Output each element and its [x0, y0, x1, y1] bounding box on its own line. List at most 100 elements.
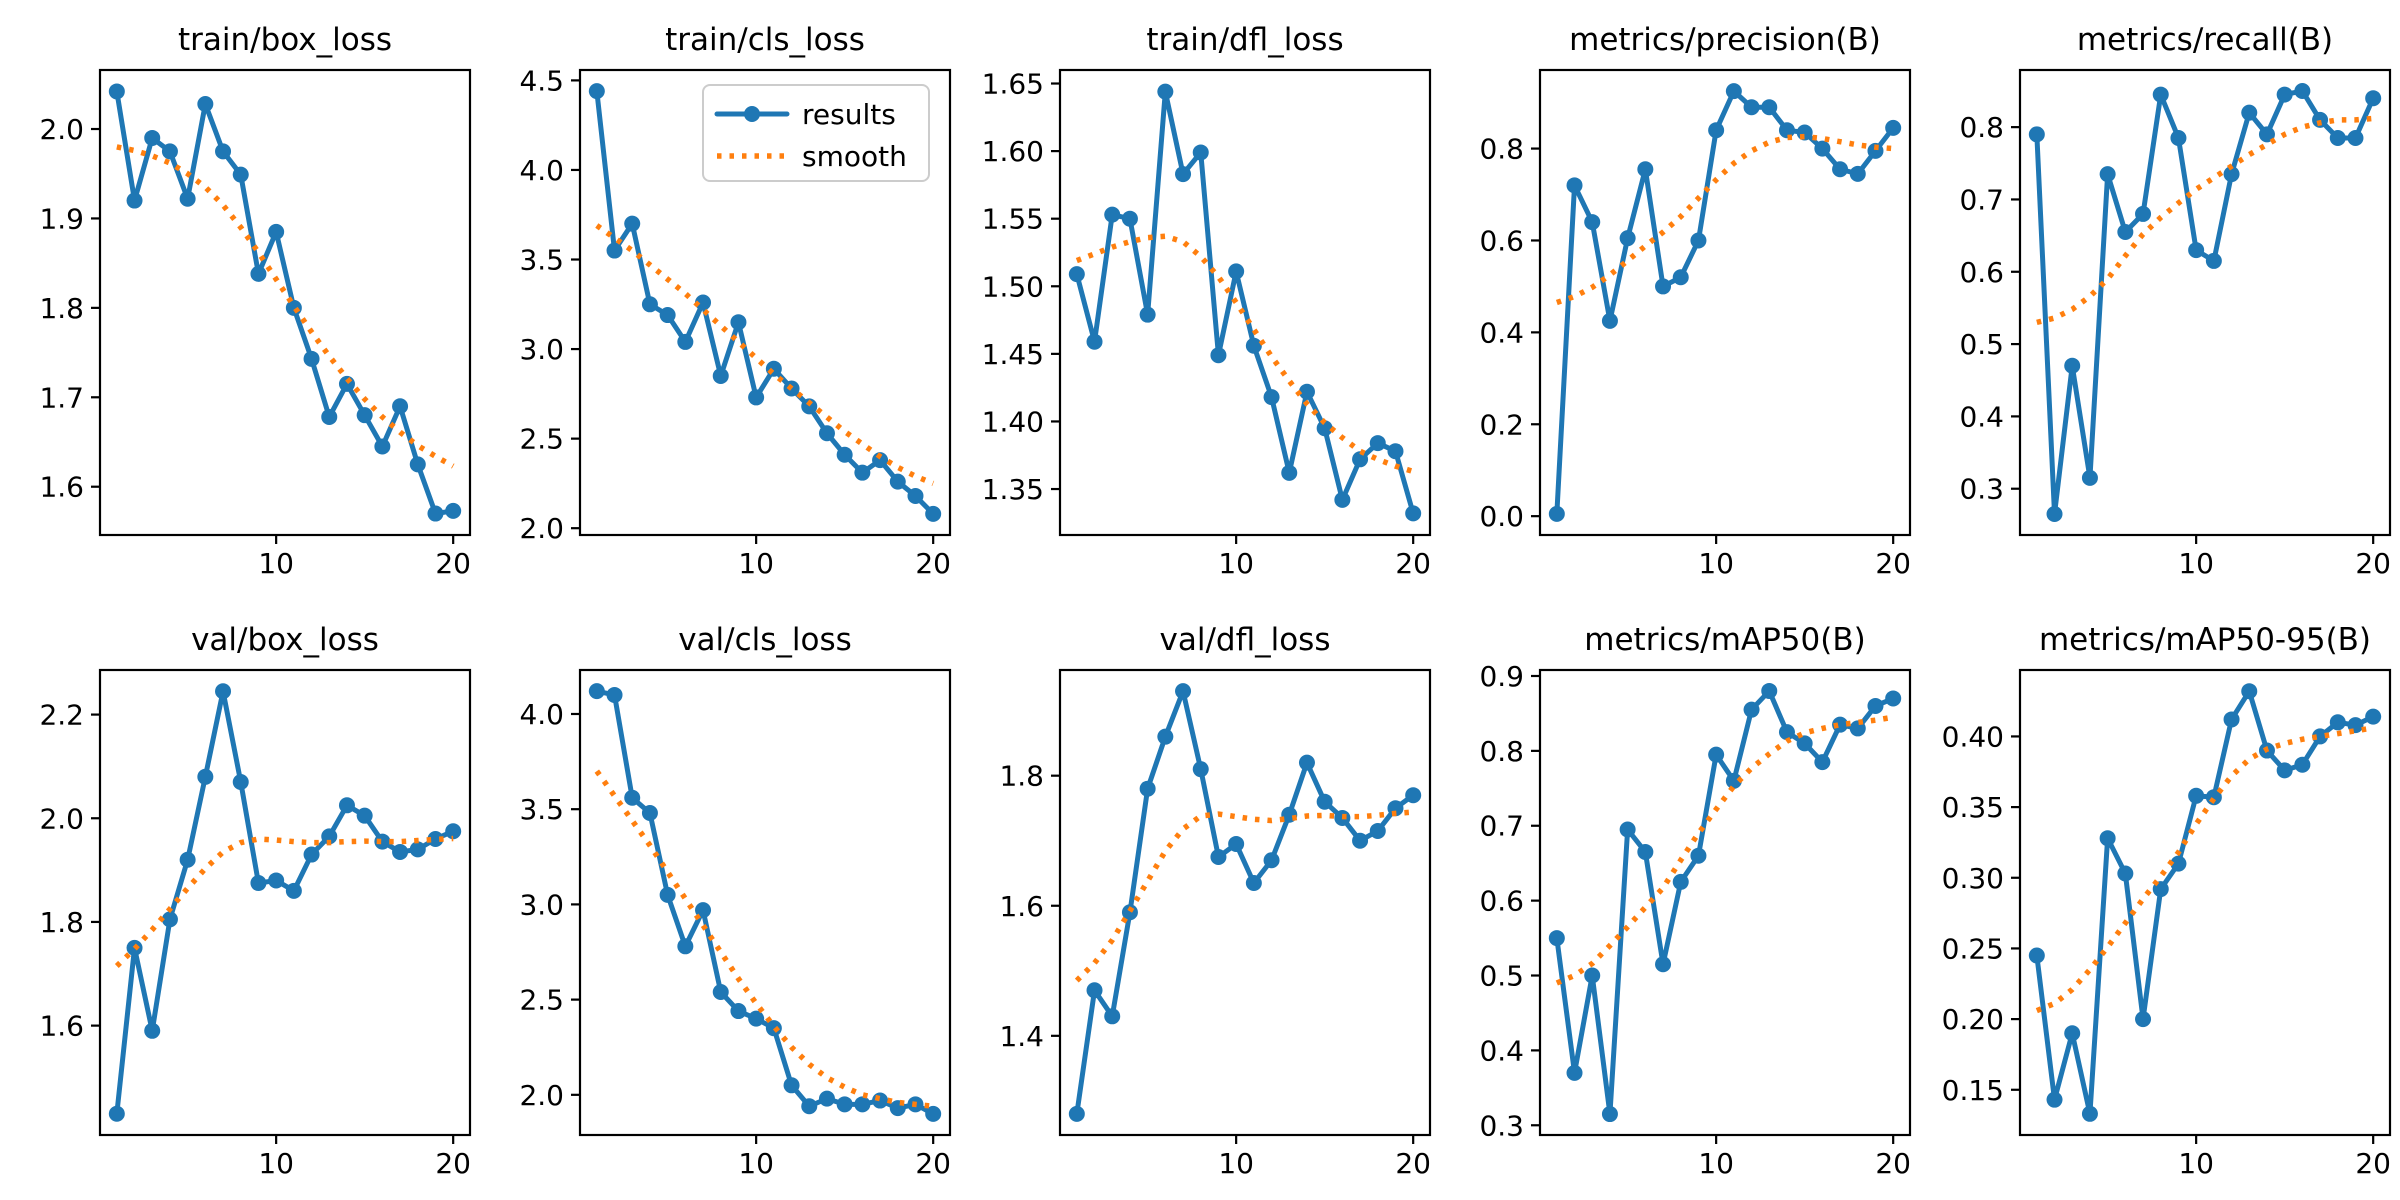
results-marker — [321, 408, 338, 425]
x-tick-label: 10 — [738, 547, 774, 580]
y-tick-label: 1.35 — [982, 473, 1044, 506]
results-marker — [677, 333, 694, 350]
results-marker — [2117, 865, 2134, 882]
subplot-metrics-map50-95-b-: 0.15 0.20 0.25 0.30 0.35 0.40 10 20 metrics/mAP5… — [1920, 600, 2400, 1200]
results-marker — [1849, 165, 1866, 182]
results-marker — [2294, 756, 2311, 773]
results-marker — [1796, 735, 1813, 752]
results-marker — [2188, 787, 2205, 804]
smooth-line — [1555, 714, 1894, 986]
results-marker — [1832, 716, 1849, 733]
y-tick-label: 2.5 — [519, 984, 564, 1017]
results-marker — [712, 983, 729, 1000]
plot-title: train/box_loss — [178, 22, 392, 58]
y-tick-label: 0.25 — [1942, 932, 2004, 965]
y-tick-label: 2.5 — [519, 423, 564, 456]
subplot-canvas-val-dfl-loss: 1.4 1.6 1.8 10 20 val/dfl_loss — [960, 600, 1440, 1200]
results-marker — [2223, 166, 2240, 183]
results-marker — [1121, 904, 1138, 921]
results-marker — [1690, 847, 1707, 864]
results-marker — [624, 789, 641, 806]
results-marker — [1778, 724, 1795, 741]
legend-box — [702, 84, 930, 182]
subplot-val-dfl-loss: 1.4 1.6 1.8 10 20 val/dfl_loss — [960, 600, 1440, 1200]
results-marker — [1637, 161, 1654, 178]
results-marker — [1814, 140, 1831, 157]
results-marker — [1672, 269, 1689, 286]
results-marker — [392, 398, 409, 415]
results-marker — [1228, 835, 1245, 852]
results-marker — [1743, 701, 1760, 718]
y-tick-label: 0.15 — [1942, 1074, 2004, 1107]
x-tick-label: 20 — [915, 1147, 951, 1180]
results-marker — [144, 129, 161, 146]
axes-box — [578, 668, 952, 1137]
y-tick-label: 4.5 — [519, 64, 564, 97]
results-marker — [1245, 337, 1262, 354]
results-marker — [765, 360, 782, 377]
plot-title: train/dfl_loss — [1146, 22, 1343, 58]
results-marker — [1761, 682, 1778, 699]
results-marker — [1601, 1106, 1618, 1123]
y-tick-label: 4.0 — [519, 154, 564, 187]
y-tick-label: 0.4 — [1479, 316, 1524, 349]
results-marker — [2188, 242, 2205, 259]
results-marker — [872, 452, 889, 469]
results-marker — [1708, 746, 1725, 763]
results-marker — [1387, 443, 1404, 460]
results-marker — [2135, 205, 2152, 222]
results-marker — [108, 1105, 125, 1122]
y-tick-label: 1.65 — [982, 68, 1044, 101]
y-tick-label: 0.35 — [1942, 791, 2004, 824]
results-marker — [250, 875, 267, 892]
results-marker — [836, 446, 853, 463]
subplot-train-cls-loss: 2.0 2.5 3.0 3.5 4.0 4.5 10 20 train/cls_loss resu… — [480, 0, 960, 600]
results-marker — [783, 1077, 800, 1094]
results-marker — [695, 902, 712, 919]
results-marker — [659, 886, 676, 903]
results-marker — [765, 1020, 782, 1037]
x-tick-label: 20 — [1395, 1147, 1431, 1180]
y-tick-label: 0.9 — [1479, 660, 1524, 693]
y-tick-label: 1.60 — [982, 135, 1044, 168]
results-marker — [197, 768, 214, 785]
results-marker — [1387, 800, 1404, 817]
results-marker — [1619, 821, 1636, 838]
results-marker — [1210, 848, 1227, 865]
subplot-canvas-train-cls-loss: 2.0 2.5 3.0 3.5 4.0 4.5 10 20 train/cls_lossresu… — [480, 0, 960, 600]
results-marker — [1139, 780, 1156, 797]
results-marker — [232, 773, 249, 790]
results-marker — [1601, 312, 1618, 329]
results-marker — [1405, 505, 1422, 522]
subplot-canvas-metrics-recall-b-: 0.3 0.4 0.5 0.6 0.7 0.8 10 20 metrics/recall(B) — [1920, 0, 2400, 600]
y-tick-label: 1.8 — [39, 292, 84, 325]
results-marker — [2294, 82, 2311, 99]
results-marker — [445, 823, 462, 840]
results-marker — [1157, 83, 1174, 100]
results-marker — [2135, 1011, 2152, 1028]
subplot-train-box-loss: 1.6 1.7 1.8 1.9 2.0 10 20 train/box_loss — [0, 0, 480, 600]
results-marker — [409, 456, 426, 473]
y-tick-label: 1.4 — [999, 1020, 1044, 1053]
plot-title: val/box_loss — [191, 622, 379, 658]
x-tick-label: 20 — [1875, 1147, 1911, 1180]
results-marker — [1068, 266, 1085, 283]
results-marker — [1814, 754, 1831, 771]
results-marker — [2365, 90, 2382, 107]
smooth-line — [2036, 115, 2374, 326]
results-marker — [303, 350, 320, 367]
y-tick-label: 0.3 — [1959, 473, 2004, 506]
results-marker — [1849, 720, 1866, 737]
x-tick-label: 10 — [2178, 1147, 2214, 1180]
results-marker — [445, 502, 462, 519]
y-tick-label: 3.0 — [519, 333, 564, 366]
y-tick-label: 0.8 — [1479, 133, 1524, 166]
results-marker — [374, 438, 391, 455]
y-tick-label: 0.4 — [1959, 400, 2004, 433]
results-marker — [2365, 708, 2382, 725]
results-marker — [2223, 711, 2240, 728]
y-tick-label: 0.7 — [1479, 810, 1524, 843]
results-marker — [2028, 947, 2045, 964]
results-marker — [1655, 278, 1672, 295]
results-marker — [2046, 1091, 2063, 1108]
